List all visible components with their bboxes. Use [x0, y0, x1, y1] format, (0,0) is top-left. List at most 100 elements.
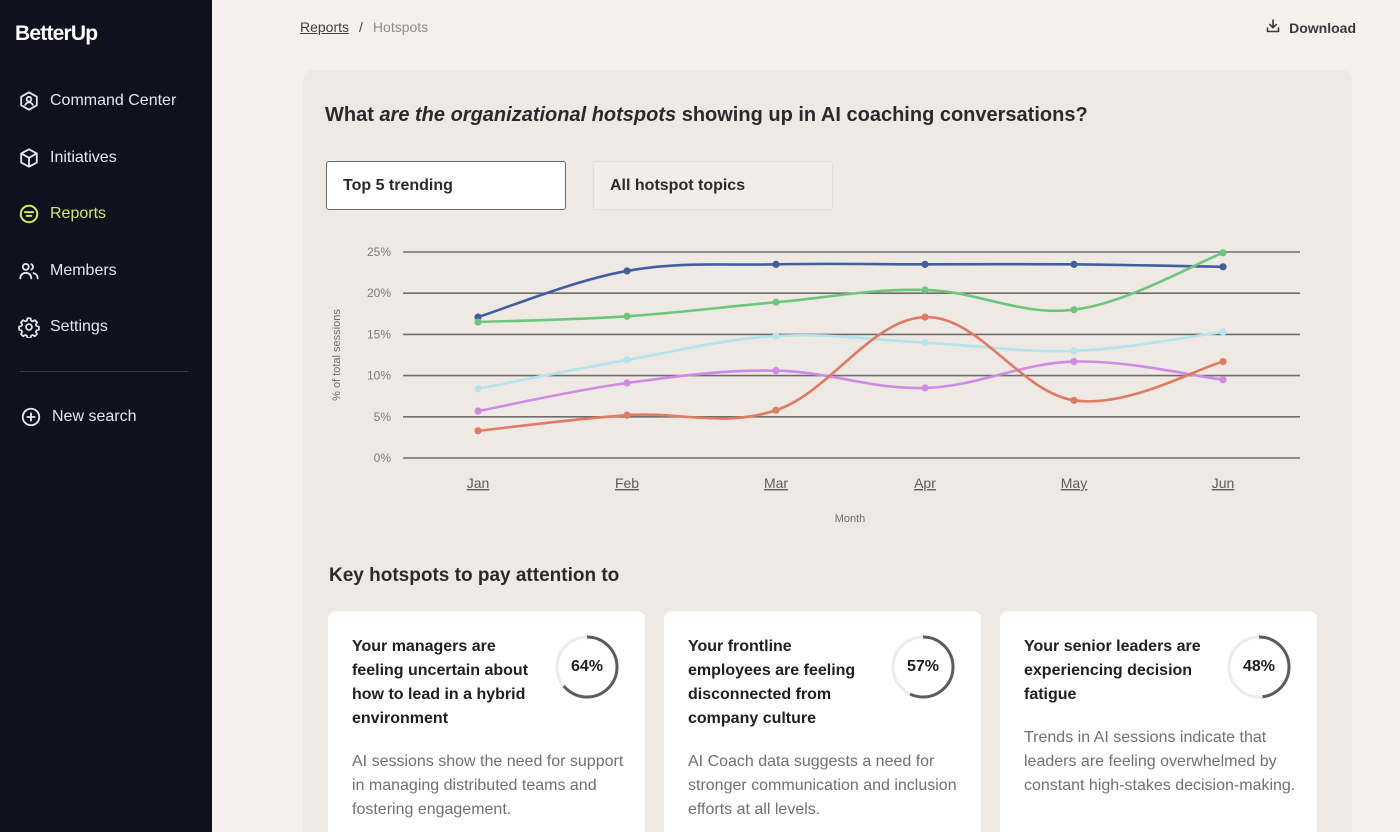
reports-circle-icon: [17, 202, 41, 226]
data-point[interactable]: [772, 298, 780, 306]
y-tick-label: 20%: [367, 286, 391, 300]
sidebar-item-label: Settings: [50, 318, 108, 336]
hotspot-cards: Your managers are feeling uncertain abou…: [328, 611, 1317, 832]
data-point[interactable]: [1070, 306, 1078, 314]
data-point[interactable]: [1070, 260, 1078, 268]
data-point[interactable]: [623, 312, 631, 320]
users-icon: [17, 259, 41, 283]
sidebar-item-command-center[interactable]: Command Center: [0, 84, 212, 118]
series-line[interactable]: [476, 315, 1225, 433]
data-point[interactable]: [474, 407, 482, 415]
title-prefix: What: [325, 104, 380, 126]
x-tick-label: Feb: [615, 475, 639, 491]
series-line[interactable]: [476, 330, 1225, 391]
sidebar-divider: [20, 371, 188, 372]
sidebar-item-members[interactable]: Members: [0, 254, 212, 288]
key-hotspots-heading: Key hotspots to pay attention to: [329, 565, 620, 586]
y-tick-label: 5%: [374, 410, 392, 424]
title-emphasis: are the organizational hotspots: [379, 104, 677, 126]
data-point[interactable]: [921, 384, 929, 392]
y-tick-label: 15%: [367, 327, 391, 341]
x-tick-label: Jan: [467, 475, 490, 491]
data-point[interactable]: [1219, 263, 1227, 271]
percent-label: 48%: [1242, 658, 1276, 675]
breadcrumb-current: Hotspots: [372, 19, 429, 35]
data-point[interactable]: [921, 286, 929, 294]
x-tick-label: Mar: [764, 475, 788, 491]
percent-label: 57%: [906, 658, 940, 675]
data-point[interactable]: [1219, 376, 1227, 384]
hotspots-line-chart: 0% 5% 10% 15% 20% 25% % of total sessions Jan Fe…: [320, 235, 1320, 535]
data-point[interactable]: [1070, 396, 1078, 404]
card-body: Trends in AI sessions indicate that lead…: [1024, 729, 1296, 794]
data-point[interactable]: [772, 260, 780, 268]
new-search-label: New search: [52, 408, 137, 425]
percent-ring: 48%: [1227, 635, 1291, 699]
data-point[interactable]: [772, 406, 780, 414]
gear-icon: [17, 315, 41, 339]
breadcrumb: Reports / Hotspots: [300, 19, 428, 35]
sidebar-item-settings[interactable]: Settings: [0, 310, 212, 344]
y-tick-label: 10%: [367, 369, 391, 383]
cube-icon: [17, 146, 41, 170]
series-line[interactable]: [476, 262, 1225, 319]
data-point[interactable]: [1219, 357, 1227, 366]
data-point[interactable]: [474, 385, 482, 393]
hexagon-user-icon: [17, 89, 41, 113]
data-point[interactable]: [921, 313, 929, 321]
download-button[interactable]: Download: [1265, 18, 1356, 37]
y-tick-label: 0%: [374, 451, 392, 465]
hotspot-card[interactable]: Your frontline employees are feeling dis…: [664, 611, 981, 832]
data-point[interactable]: [921, 260, 929, 268]
sidebar-item-reports[interactable]: Reports: [0, 197, 212, 231]
card-body: AI sessions show the need for support in…: [352, 753, 624, 818]
page-title: What are the organizational hotspots sho…: [325, 104, 1088, 127]
card-body: AI Coach data suggests a need for strong…: [688, 753, 957, 818]
card-title: Your managers are feeling uncertain abou…: [352, 638, 529, 727]
sidebar-item-initiatives[interactable]: Initiatives: [0, 141, 212, 175]
hotspot-card[interactable]: Your senior leaders are experiencing dec…: [1000, 611, 1317, 832]
download-label: Download: [1289, 19, 1356, 36]
data-point[interactable]: [623, 379, 631, 387]
x-tick-label: May: [1061, 475, 1087, 491]
breadcrumb-reports-link[interactable]: Reports: [300, 19, 350, 35]
data-point[interactable]: [772, 367, 780, 375]
x-axis-label: Month: [835, 513, 866, 525]
data-point[interactable]: [1219, 249, 1227, 257]
sidebar-item-label: Initiatives: [50, 148, 117, 166]
percent-label: 64%: [570, 658, 604, 675]
y-axis-label: % of total sessions: [331, 309, 343, 401]
data-point[interactable]: [474, 427, 482, 435]
card-title: Your frontline employees are feeling dis…: [688, 638, 856, 727]
sidebar-item-label: Reports: [50, 205, 107, 223]
sidebar: BetterUp Command Center Initiatives: [0, 0, 212, 832]
data-point[interactable]: [1070, 347, 1078, 355]
series-line[interactable]: [476, 251, 1225, 324]
card-title: Your senior leaders are experiencing dec…: [1024, 638, 1201, 703]
data-point[interactable]: [623, 356, 631, 364]
data-point[interactable]: [623, 411, 631, 419]
percent-ring: 64%: [555, 635, 619, 699]
chart-svg: 0% 5% 10% 15% 20% 25% % of total sessions Jan Fe…: [331, 245, 1300, 525]
percent-ring: 57%: [891, 635, 955, 699]
sidebar-nav: Command Center Initiatives Reports: [0, 84, 212, 367]
hotspot-card[interactable]: Your managers are feeling uncertain abou…: [328, 611, 645, 832]
plus-circle-icon: [20, 406, 42, 428]
data-point[interactable]: [921, 339, 929, 347]
data-point[interactable]: [474, 318, 482, 326]
x-tick-label: Apr: [914, 475, 936, 491]
tab-top-5-trending[interactable]: Top 5 trending: [326, 161, 566, 210]
data-point[interactable]: [1070, 357, 1078, 366]
new-search-button[interactable]: New search: [20, 400, 136, 434]
x-tick-label: Jun: [1212, 475, 1235, 491]
sidebar-item-label: Command Center: [50, 92, 177, 109]
data-point[interactable]: [772, 332, 780, 340]
y-tick-label: 25%: [367, 245, 391, 259]
data-point[interactable]: [1219, 328, 1227, 336]
data-point[interactable]: [623, 267, 631, 275]
title-suffix: showing up in AI coaching conversations?: [676, 104, 1088, 126]
betterup-logo[interactable]: BetterUp: [15, 22, 98, 45]
series-line[interactable]: [476, 360, 1225, 413]
data-point[interactable]: [474, 313, 482, 321]
tab-all-hotspot-topics[interactable]: All hotspot topics: [593, 161, 833, 210]
